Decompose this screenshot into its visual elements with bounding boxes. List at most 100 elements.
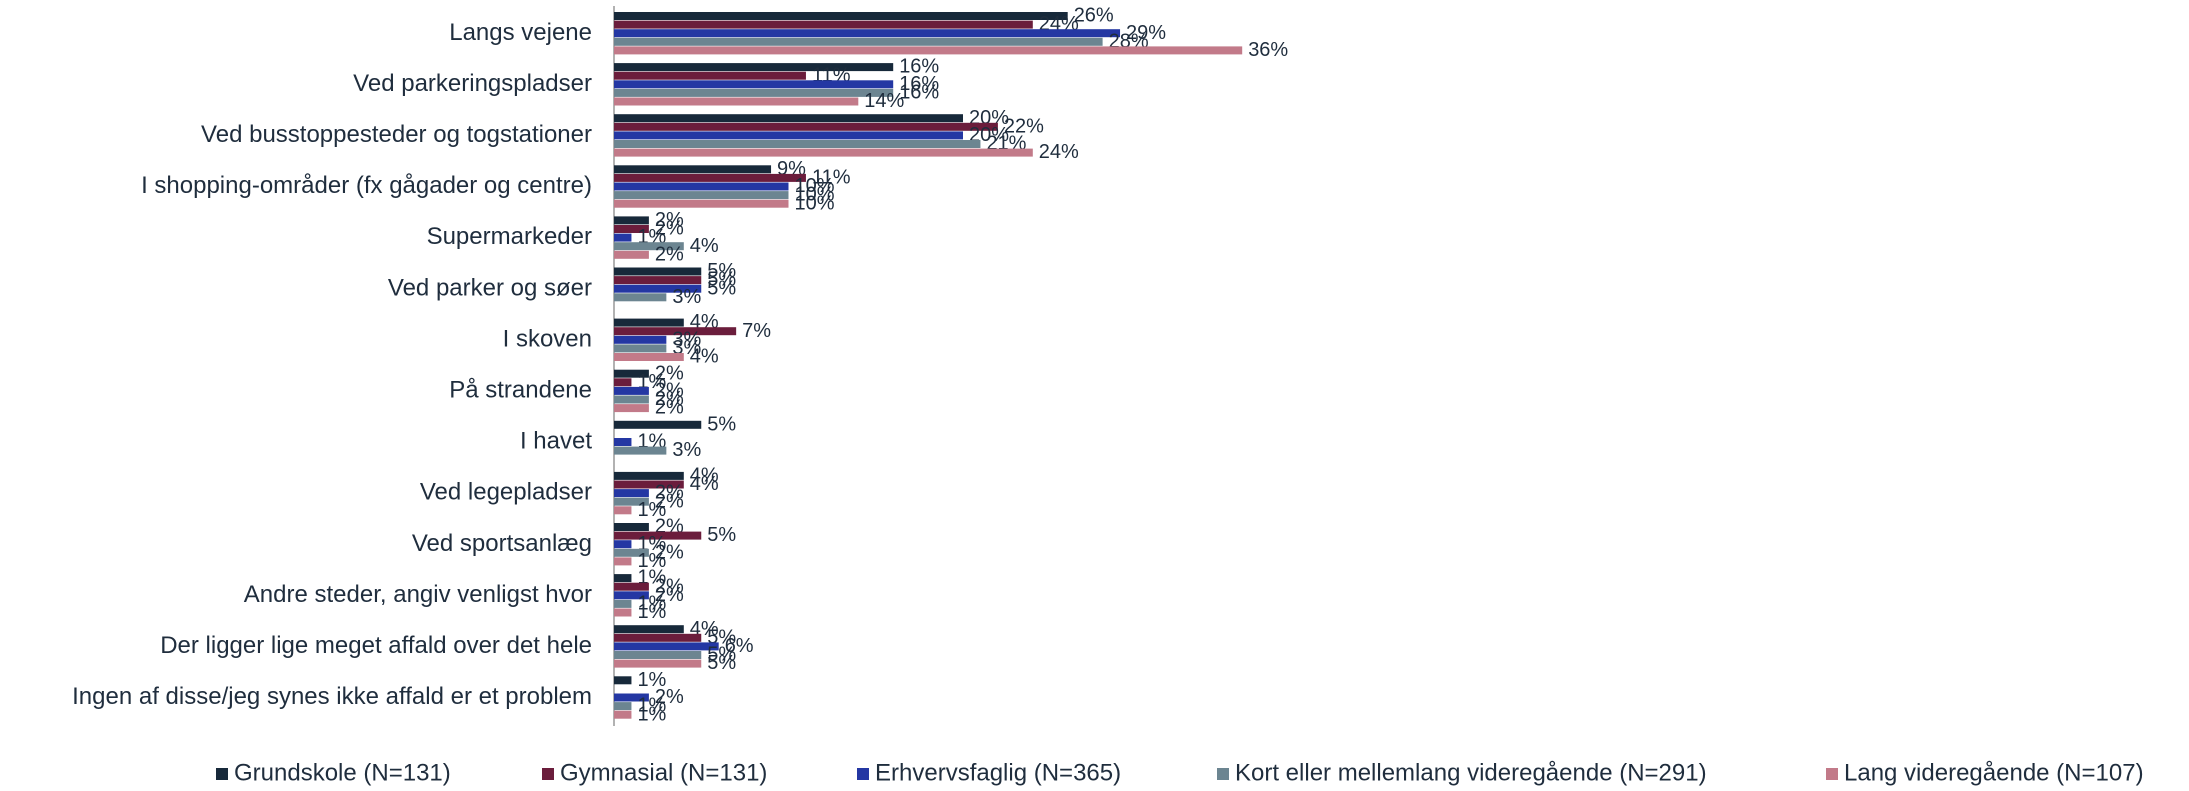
data-label: 2% <box>655 541 684 563</box>
data-label: 2% <box>655 388 684 410</box>
bar <box>614 369 649 378</box>
data-label: 3% <box>672 439 701 461</box>
bar <box>614 489 649 498</box>
bar <box>614 37 1103 46</box>
data-label: 5% <box>707 652 736 674</box>
bar <box>614 471 684 480</box>
data-label: 4% <box>690 464 719 486</box>
bar <box>614 659 702 668</box>
bar <box>614 378 632 387</box>
legend-label: Grundskole (N=131) <box>234 759 451 786</box>
bar <box>614 46 1243 55</box>
bar <box>614 557 632 566</box>
data-label: 29% <box>1126 22 1166 44</box>
data-label: 3% <box>672 286 701 308</box>
category-label: Ved sportsanlæg <box>412 530 592 557</box>
bar <box>614 676 632 685</box>
bar <box>614 318 684 327</box>
bar <box>614 540 632 549</box>
bar <box>614 548 649 557</box>
bar <box>614 574 632 583</box>
bar <box>614 327 737 336</box>
bar <box>614 710 632 719</box>
data-label: 1% <box>637 550 666 572</box>
category-label: Ingen af disse/jeg synes ikke affald er … <box>72 683 592 710</box>
data-label: 1% <box>637 601 666 623</box>
bar <box>614 693 649 702</box>
bar <box>614 651 702 659</box>
bar <box>614 523 649 531</box>
category-label: På strandene <box>449 377 592 404</box>
legend-swatch <box>216 768 228 780</box>
legend-swatch <box>857 768 869 780</box>
category-label: Ved parkeringspladser <box>353 70 592 97</box>
bar <box>614 420 702 429</box>
data-label: 1% <box>637 499 666 521</box>
bar <box>614 642 719 651</box>
data-label: 2% <box>655 584 684 606</box>
bar <box>614 395 649 404</box>
data-label: 2% <box>655 243 684 265</box>
data-label: 11% <box>812 166 851 188</box>
category-label: Andre steder, angiv venligst hvor <box>244 581 592 608</box>
data-label: 4% <box>690 473 719 495</box>
category-label: I havet <box>520 428 592 455</box>
bar <box>614 122 998 131</box>
bar <box>614 114 963 123</box>
data-label: 5% <box>707 413 736 435</box>
legend-swatch <box>1217 768 1229 780</box>
bar <box>614 20 1033 29</box>
data-label: 2% <box>655 397 684 419</box>
bar <box>614 446 667 455</box>
data-label: 16% <box>899 56 939 78</box>
bar <box>614 191 789 200</box>
data-label: 5% <box>707 269 736 291</box>
bar <box>614 165 772 174</box>
bar <box>614 386 649 395</box>
data-label: 24% <box>1039 141 1079 163</box>
bar <box>614 531 702 540</box>
bar <box>614 702 632 711</box>
category-label: Ved busstoppesteder og togstationer <box>201 121 592 148</box>
bar <box>614 250 649 259</box>
data-label: 10% <box>795 184 835 206</box>
bar <box>614 591 649 600</box>
bar <box>614 88 894 97</box>
data-label: 2% <box>655 686 684 708</box>
bar <box>614 97 859 106</box>
data-label: 5% <box>707 524 736 546</box>
data-label: 5% <box>707 644 736 666</box>
data-label: 26% <box>1074 5 1114 27</box>
legend-label: Kort eller mellemlang videregående (N=29… <box>1235 759 1707 786</box>
data-label: 22% <box>1004 115 1044 137</box>
bar <box>614 497 649 506</box>
legend-swatch <box>542 768 554 780</box>
data-label: 1% <box>637 669 666 691</box>
bar <box>614 267 702 276</box>
data-label: 2% <box>655 218 684 240</box>
category-label: Langs vejene <box>449 19 592 46</box>
bar <box>614 344 667 353</box>
legend-label: Erhvervsfaglig (N=365) <box>875 759 1121 786</box>
bar <box>614 173 806 182</box>
data-label: 10% <box>795 192 835 214</box>
bar <box>614 140 981 148</box>
category-label: I shopping-områder (fx gågader og centre… <box>141 172 592 199</box>
data-label: 36% <box>1248 39 1288 61</box>
bar <box>614 182 789 191</box>
bar <box>614 225 649 233</box>
bar <box>614 12 1068 20</box>
legend-swatch <box>1826 768 1838 780</box>
bar <box>614 216 649 225</box>
bar <box>614 71 806 80</box>
category-label: Supermarkeder <box>427 223 592 250</box>
data-label: 4% <box>690 235 719 257</box>
bar <box>614 63 894 72</box>
data-label: 2% <box>655 362 684 384</box>
bar <box>614 293 667 302</box>
bar <box>614 599 632 608</box>
data-label: 1% <box>637 695 666 717</box>
legend-label: Lang videregående (N=107) <box>1844 759 2144 786</box>
data-label: 2% <box>655 490 684 512</box>
